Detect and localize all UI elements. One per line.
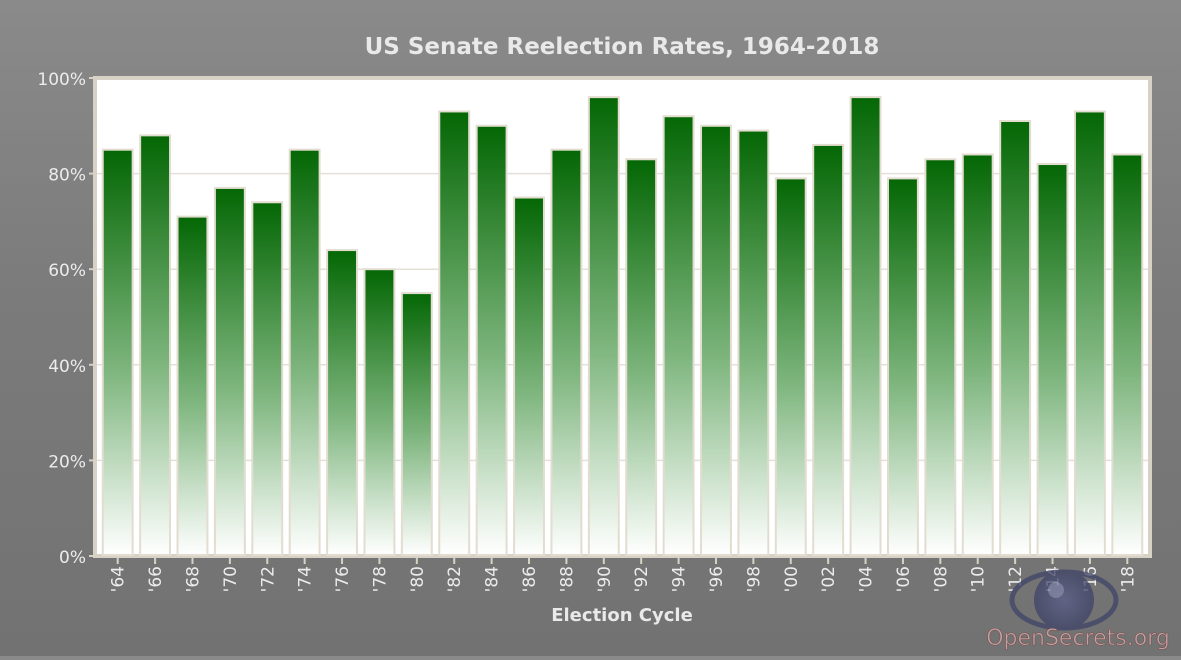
bar (812, 143, 845, 556)
x-tick-label: '06 (894, 566, 914, 592)
watermark: OpenSecrets.org (986, 569, 1170, 651)
x-tick-label: '04 (857, 566, 877, 592)
y-tick-label: 60% (48, 261, 86, 281)
bar (662, 115, 695, 557)
x-tick-label: '94 (670, 566, 690, 592)
bar (700, 124, 732, 557)
bar (886, 177, 919, 556)
x-tick-label: '86 (520, 566, 540, 592)
bar (999, 120, 1032, 557)
bar (363, 268, 396, 556)
y-tick-label: 100% (37, 70, 86, 90)
bar (251, 201, 284, 556)
x-tick-label: '70 (221, 566, 241, 592)
x-tick-label: '18 (1118, 566, 1138, 592)
y-tick-label: 40% (48, 357, 86, 377)
x-tick-label: '78 (370, 566, 390, 592)
x-tick-label: '92 (632, 566, 652, 592)
bar (213, 186, 246, 556)
bar (587, 96, 620, 557)
bar (101, 148, 134, 556)
bar (849, 96, 882, 557)
bar (475, 124, 508, 557)
x-tick-label: '90 (595, 566, 615, 592)
x-tick-label: '68 (183, 566, 203, 592)
bar (176, 215, 209, 556)
x-tick-label: '02 (819, 566, 839, 592)
bar (737, 129, 770, 557)
x-tick-label: '08 (931, 566, 951, 592)
x-tick-label: '98 (744, 566, 764, 592)
x-tick-label: '66 (146, 566, 166, 592)
x-tick-label: '80 (408, 566, 428, 592)
x-tick-label: '00 (782, 566, 802, 592)
bar (400, 292, 433, 556)
bar (1073, 110, 1106, 557)
x-tick-label: '96 (707, 566, 727, 592)
x-axis-label: Election Cycle (551, 605, 693, 626)
x-tick-label: '74 (296, 566, 316, 592)
bar (139, 134, 172, 557)
y-tick-label: 80% (48, 166, 86, 186)
x-tick-label: '76 (333, 566, 353, 592)
y-tick-label: 0% (59, 548, 86, 568)
bar (550, 148, 583, 556)
x-tick-label: '88 (557, 566, 577, 592)
eye-icon (1009, 569, 1119, 631)
bar (1036, 163, 1069, 556)
watermark-text: OpenSecrets.org (986, 626, 1170, 651)
x-tick-label: '82 (445, 566, 465, 592)
y-tick-label: 20% (48, 452, 86, 472)
bar (326, 249, 359, 557)
x-tick-label: '10 (969, 566, 989, 592)
bar (625, 158, 658, 556)
bars (101, 96, 1144, 557)
bar (924, 158, 957, 556)
x-tick-label: '64 (109, 566, 129, 592)
x-axis-ticks: '64 '66 '68 '70 '72 '74 '76 '78 '80 '82 '84 '86 '88 '… (109, 558, 1138, 592)
bar (438, 110, 471, 557)
bar (774, 177, 807, 556)
bar (1111, 153, 1144, 556)
x-tick-label: '84 (483, 566, 503, 592)
bar (961, 153, 994, 556)
y-axis-ticks: 0% 20% 40% 60% 80% 100% (37, 70, 95, 568)
bar (513, 196, 545, 556)
x-tick-label: '72 (258, 566, 278, 592)
bar (288, 148, 321, 556)
chart-title: US Senate Reelection Rates, 1964-2018 (365, 34, 880, 60)
